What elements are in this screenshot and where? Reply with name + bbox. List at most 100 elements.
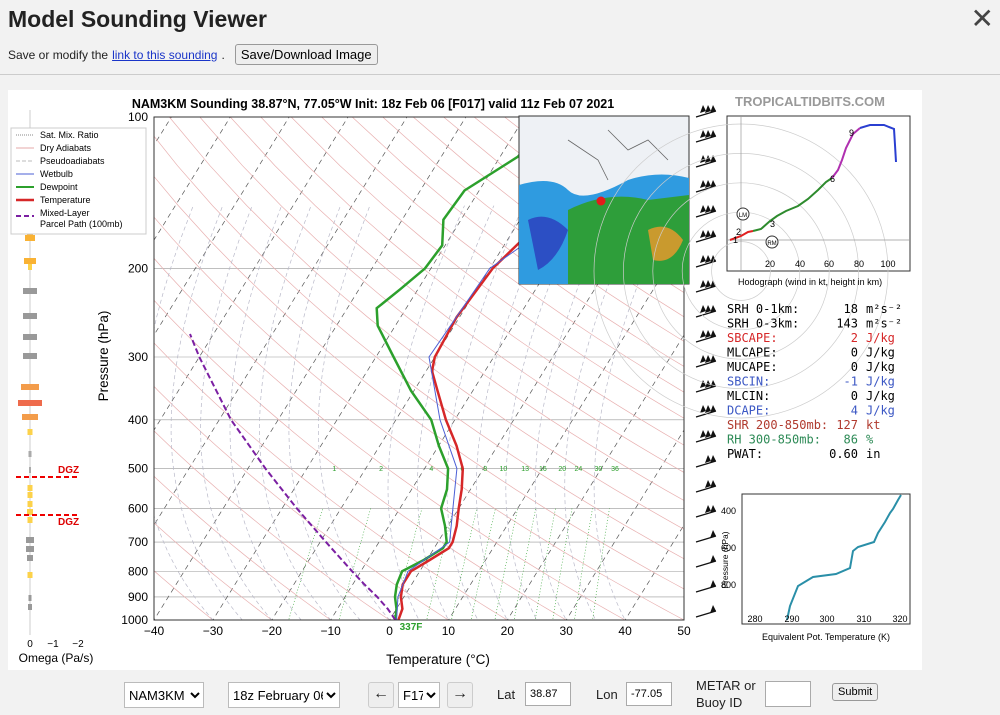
isotherm xyxy=(330,117,643,620)
wind-barb-flag xyxy=(700,155,706,163)
wind-barb-flag xyxy=(710,430,716,438)
index-label: SBCAPE: xyxy=(727,331,778,345)
index-value: 127 xyxy=(836,418,858,432)
omega-bar xyxy=(27,555,33,561)
legend-parcel-path: Parcel Path (100mb) xyxy=(40,219,123,229)
series-temperature xyxy=(397,117,673,620)
theta-tick-800: 800 xyxy=(721,580,736,590)
x-axis-label: Temperature (°C) xyxy=(386,652,490,667)
hodo-segment-9-12 xyxy=(859,124,897,163)
omega-bar xyxy=(23,353,37,359)
legend-sat-mix: Sat. Mix. Ratio xyxy=(40,130,99,140)
omega-bar xyxy=(27,509,33,515)
series-dewpoint xyxy=(375,117,556,620)
submit-button[interactable]: Submit xyxy=(832,683,879,701)
page-title: Model Sounding Viewer xyxy=(8,6,267,32)
legend-pseudoadiabats: Pseudoadiabats xyxy=(40,156,105,166)
omega-bar xyxy=(27,517,33,523)
pseudoadiabat xyxy=(417,205,495,620)
wind-barb-flag xyxy=(705,505,711,513)
wind-barb-flag xyxy=(710,480,716,488)
forecast-hour-select[interactable]: F17 xyxy=(398,682,440,708)
index-value: 143 xyxy=(836,317,858,331)
wind-barb-flag xyxy=(710,555,716,563)
omega-bar xyxy=(27,429,33,435)
skewt-frame xyxy=(153,116,685,621)
wind-barb-flag xyxy=(705,130,711,138)
omega-bar xyxy=(28,595,32,601)
wind-barb-flag xyxy=(700,130,706,138)
index-value: 18 xyxy=(844,302,858,316)
wind-barb-flag xyxy=(710,205,716,213)
hodo-tick-80: 80 xyxy=(854,259,864,269)
metar-input[interactable] xyxy=(765,681,811,707)
hodo-height-9: 9 xyxy=(849,128,854,138)
dry-adiabat xyxy=(154,475,332,620)
mixing-ratio-line xyxy=(426,508,454,620)
wind-barb-flag xyxy=(700,105,706,113)
wind-barb-flag xyxy=(700,380,706,388)
y-tick-900: 900 xyxy=(128,590,148,604)
theta-xtick-300: 300 xyxy=(819,614,834,624)
omega-bar xyxy=(29,467,31,473)
legend-dry-adiabats: Dry Adiabats xyxy=(40,143,92,153)
dry-adiabat xyxy=(154,216,684,620)
prev-hour-button[interactable]: ← xyxy=(368,682,394,708)
index-unit: kt xyxy=(866,418,880,432)
omega-bar xyxy=(23,334,37,340)
index-value: 86 xyxy=(844,433,858,447)
y-tick-1000: 1000 xyxy=(121,613,148,627)
index-unit: J/kg xyxy=(866,346,895,360)
x-tick-30: 30 xyxy=(560,624,574,638)
pseudoadiabat xyxy=(475,205,554,620)
subtitle-bar: Save or modify the link to this sounding… xyxy=(8,44,378,65)
omega-bar xyxy=(24,258,36,264)
mix-ratio-label: 1 xyxy=(332,466,336,473)
theta-xlabel: Equivalent Pot. Temperature (K) xyxy=(762,632,890,642)
dry-adiabat xyxy=(154,430,391,620)
dgz-label-bottom: DGZ xyxy=(58,517,79,528)
mixing-ratio-line xyxy=(392,508,423,620)
wind-barb-flag xyxy=(705,205,711,213)
pseudoadiabat xyxy=(154,205,214,620)
mix-ratio-label: 36 xyxy=(611,466,619,473)
wind-barb-flag xyxy=(710,530,716,538)
save-download-button[interactable]: Save/Download Image xyxy=(234,44,378,65)
x-tick--10: −10 xyxy=(320,624,341,638)
mix-ratio-label: 16 xyxy=(539,466,547,473)
series-mixed-layer-parcel-path-mb- xyxy=(189,333,397,620)
mix-ratio-label: 4 xyxy=(429,466,433,473)
index-unit: m²s⁻² xyxy=(866,317,902,331)
index-value: 2 xyxy=(851,331,858,345)
dry-adiabat xyxy=(169,117,684,530)
wind-barb-flag xyxy=(710,180,716,188)
mixing-ratio-line xyxy=(534,508,556,620)
wind-barb-flag xyxy=(705,180,711,188)
sounding-link[interactable]: link to this sounding xyxy=(112,47,218,62)
index-label: PWAT: xyxy=(727,447,763,461)
next-hour-button[interactable]: → xyxy=(447,682,473,708)
legend-mixed-layer: Mixed-Layer xyxy=(40,208,90,218)
theta-ylabel: Pressure (hPa) xyxy=(720,531,730,588)
lon-input[interactable] xyxy=(626,682,672,706)
hodo-rm-label: RM xyxy=(767,241,776,247)
pseudoadiabat xyxy=(200,205,273,620)
pseudoadiabat xyxy=(387,205,465,620)
isotherm xyxy=(212,117,526,620)
lat-input[interactable] xyxy=(525,682,571,706)
y-axis-label: Pressure (hPa) xyxy=(96,311,111,402)
dry-adiabat xyxy=(154,570,214,620)
hodograph: 1 2 3 6 9 LM RM 20 40 60 80 100 Hodograp… xyxy=(593,115,911,419)
wind-barb-flag xyxy=(710,230,716,238)
dry-adiabat xyxy=(351,117,684,367)
index-value: 0.60 xyxy=(829,447,858,461)
theta-e-line xyxy=(786,494,902,621)
pseudoadiabat xyxy=(593,205,671,620)
control-bar: NAM3KM 18z February 06 ← F17 → Lat Lon M… xyxy=(0,676,1000,715)
omega-bar xyxy=(28,451,32,457)
model-select[interactable]: NAM3KM xyxy=(124,682,204,708)
close-icon[interactable]: ✕ xyxy=(970,3,994,34)
y-tick-200: 200 xyxy=(128,261,148,275)
y-tick-400: 400 xyxy=(128,413,148,427)
run-select[interactable]: 18z February 06 xyxy=(228,682,340,708)
